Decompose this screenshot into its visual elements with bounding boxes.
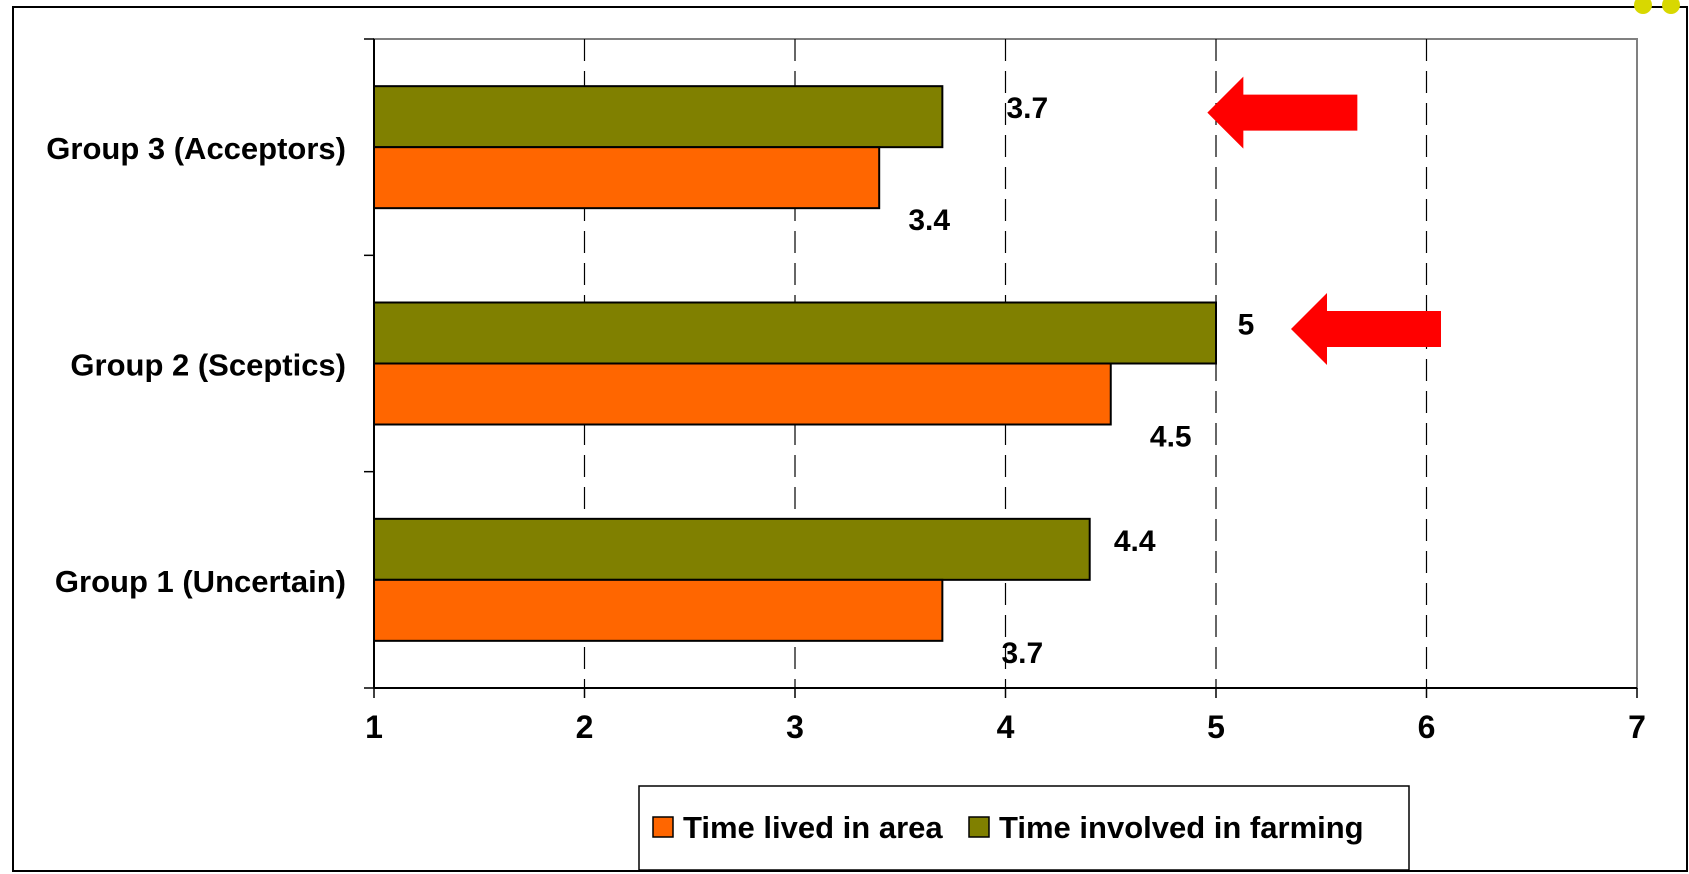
axes: 1 2 3 4 5 6 7 Group 3 (Acceptors) Group 2 (Scept… (46, 38, 1646, 745)
data-labels: 3.7 3.4 5 4.5 4.4 3.7 (908, 92, 1254, 670)
data-label: 3.7 (1006, 92, 1048, 125)
bar (373, 362, 1112, 426)
corner-mark (1662, 0, 1680, 14)
x-tick-label: 4 (997, 709, 1015, 745)
legend-label: Time involved in farming (999, 810, 1364, 845)
legend-swatch (652, 816, 674, 838)
corner-mark (1634, 0, 1652, 14)
red-arrow (1291, 293, 1441, 365)
bar (373, 301, 1217, 365)
legend-box (638, 785, 1410, 871)
legend-label: Time lived in area (683, 810, 943, 845)
annotation-arrows (1207, 76, 1441, 365)
bar (373, 578, 944, 642)
bar (373, 146, 881, 210)
legend-swatch (968, 816, 990, 838)
data-label: 4.4 (1114, 525, 1156, 558)
bar-chart: 1 2 3 4 5 6 7 Group 3 (Acceptors) Group 2 (Scept… (46, 38, 1646, 871)
bar (373, 85, 944, 149)
category-label: Group 2 (Sceptics) (70, 348, 346, 383)
x-tick-label: 7 (1628, 709, 1646, 745)
x-tick-label: 5 (1207, 709, 1225, 745)
data-label: 4.5 (1150, 421, 1192, 454)
x-tick-label: 6 (1418, 709, 1436, 745)
x-tick-label: 2 (576, 709, 594, 745)
bars (373, 85, 1217, 642)
x-tick-label: 1 (365, 709, 383, 745)
data-label: 3.7 (1001, 637, 1043, 670)
bar (373, 517, 1091, 581)
chart-frame: 1 2 3 4 5 6 7 Group 3 (Acceptors) Group 2 (Scept… (12, 0, 1688, 872)
legend: Time lived in area Time involved in farmi… (638, 785, 1410, 871)
red-arrow (1207, 76, 1358, 149)
category-label: Group 3 (Acceptors) (46, 131, 346, 166)
data-label: 5 (1238, 309, 1255, 342)
x-tick-label: 3 (786, 709, 804, 745)
category-label: Group 1 (Uncertain) (55, 564, 346, 599)
data-label: 3.4 (908, 204, 950, 237)
